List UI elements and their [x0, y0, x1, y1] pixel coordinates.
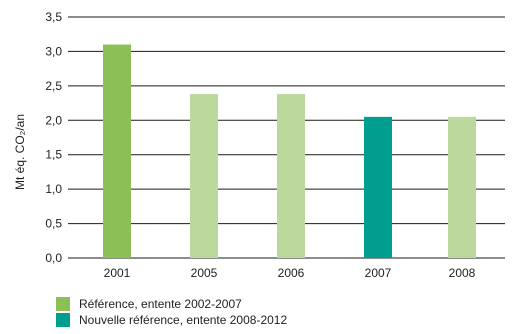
y-tick-label: 1,0	[45, 182, 62, 196]
y-tick-label: 2,0	[45, 113, 62, 127]
x-tick-label: 2005	[191, 266, 218, 280]
bar-2008	[448, 116, 476, 258]
bars	[103, 44, 476, 259]
legend: Référence, entente 2002-2007 Nouvelle ré…	[56, 296, 287, 328]
bar-2006	[277, 94, 305, 259]
x-tick-label: 2001	[104, 266, 131, 280]
legend-label-reference: Référence, entente 2002-2007	[79, 297, 242, 311]
x-tick-label: 2008	[449, 266, 476, 280]
x-tick-label: 2007	[365, 266, 392, 280]
y-tick-label: 1,5	[45, 148, 62, 162]
y-axis-ticks: 0,0 0,5 1,0 1,5 2,0 2,5 3,0 3,5	[45, 10, 62, 265]
y-tick-label: 3,0	[45, 44, 62, 58]
x-axis-ticks: 2001 2005 2006 2007 2008	[104, 266, 476, 280]
legend-item-reference: Référence, entente 2002-2007	[56, 296, 287, 312]
legend-label-nouvelle-reference: Nouvelle référence, entente 2008-2012	[79, 313, 288, 327]
legend-item-nouvelle-reference: Nouvelle référence, entente 2008-2012	[56, 312, 287, 328]
y-tick-label: 0,0	[45, 251, 62, 265]
y-tick-label: 3,5	[45, 10, 62, 24]
x-tick-label: 2006	[278, 266, 305, 280]
bar-2007	[364, 116, 392, 258]
bar-2001	[103, 44, 131, 258]
y-tick-label: 2,5	[45, 79, 62, 93]
bar-2005	[190, 94, 218, 259]
y-axis-label: Mt éq. CO₂/an	[13, 114, 27, 190]
bar-chart: 0,00,51,01,52,02,53,03,5 2001 2005 2006 200…	[13, 10, 505, 280]
y-tick-label: 0,5	[45, 217, 62, 231]
legend-swatch-nouvelle-reference	[56, 313, 70, 327]
legend-swatch-reference	[56, 297, 70, 311]
